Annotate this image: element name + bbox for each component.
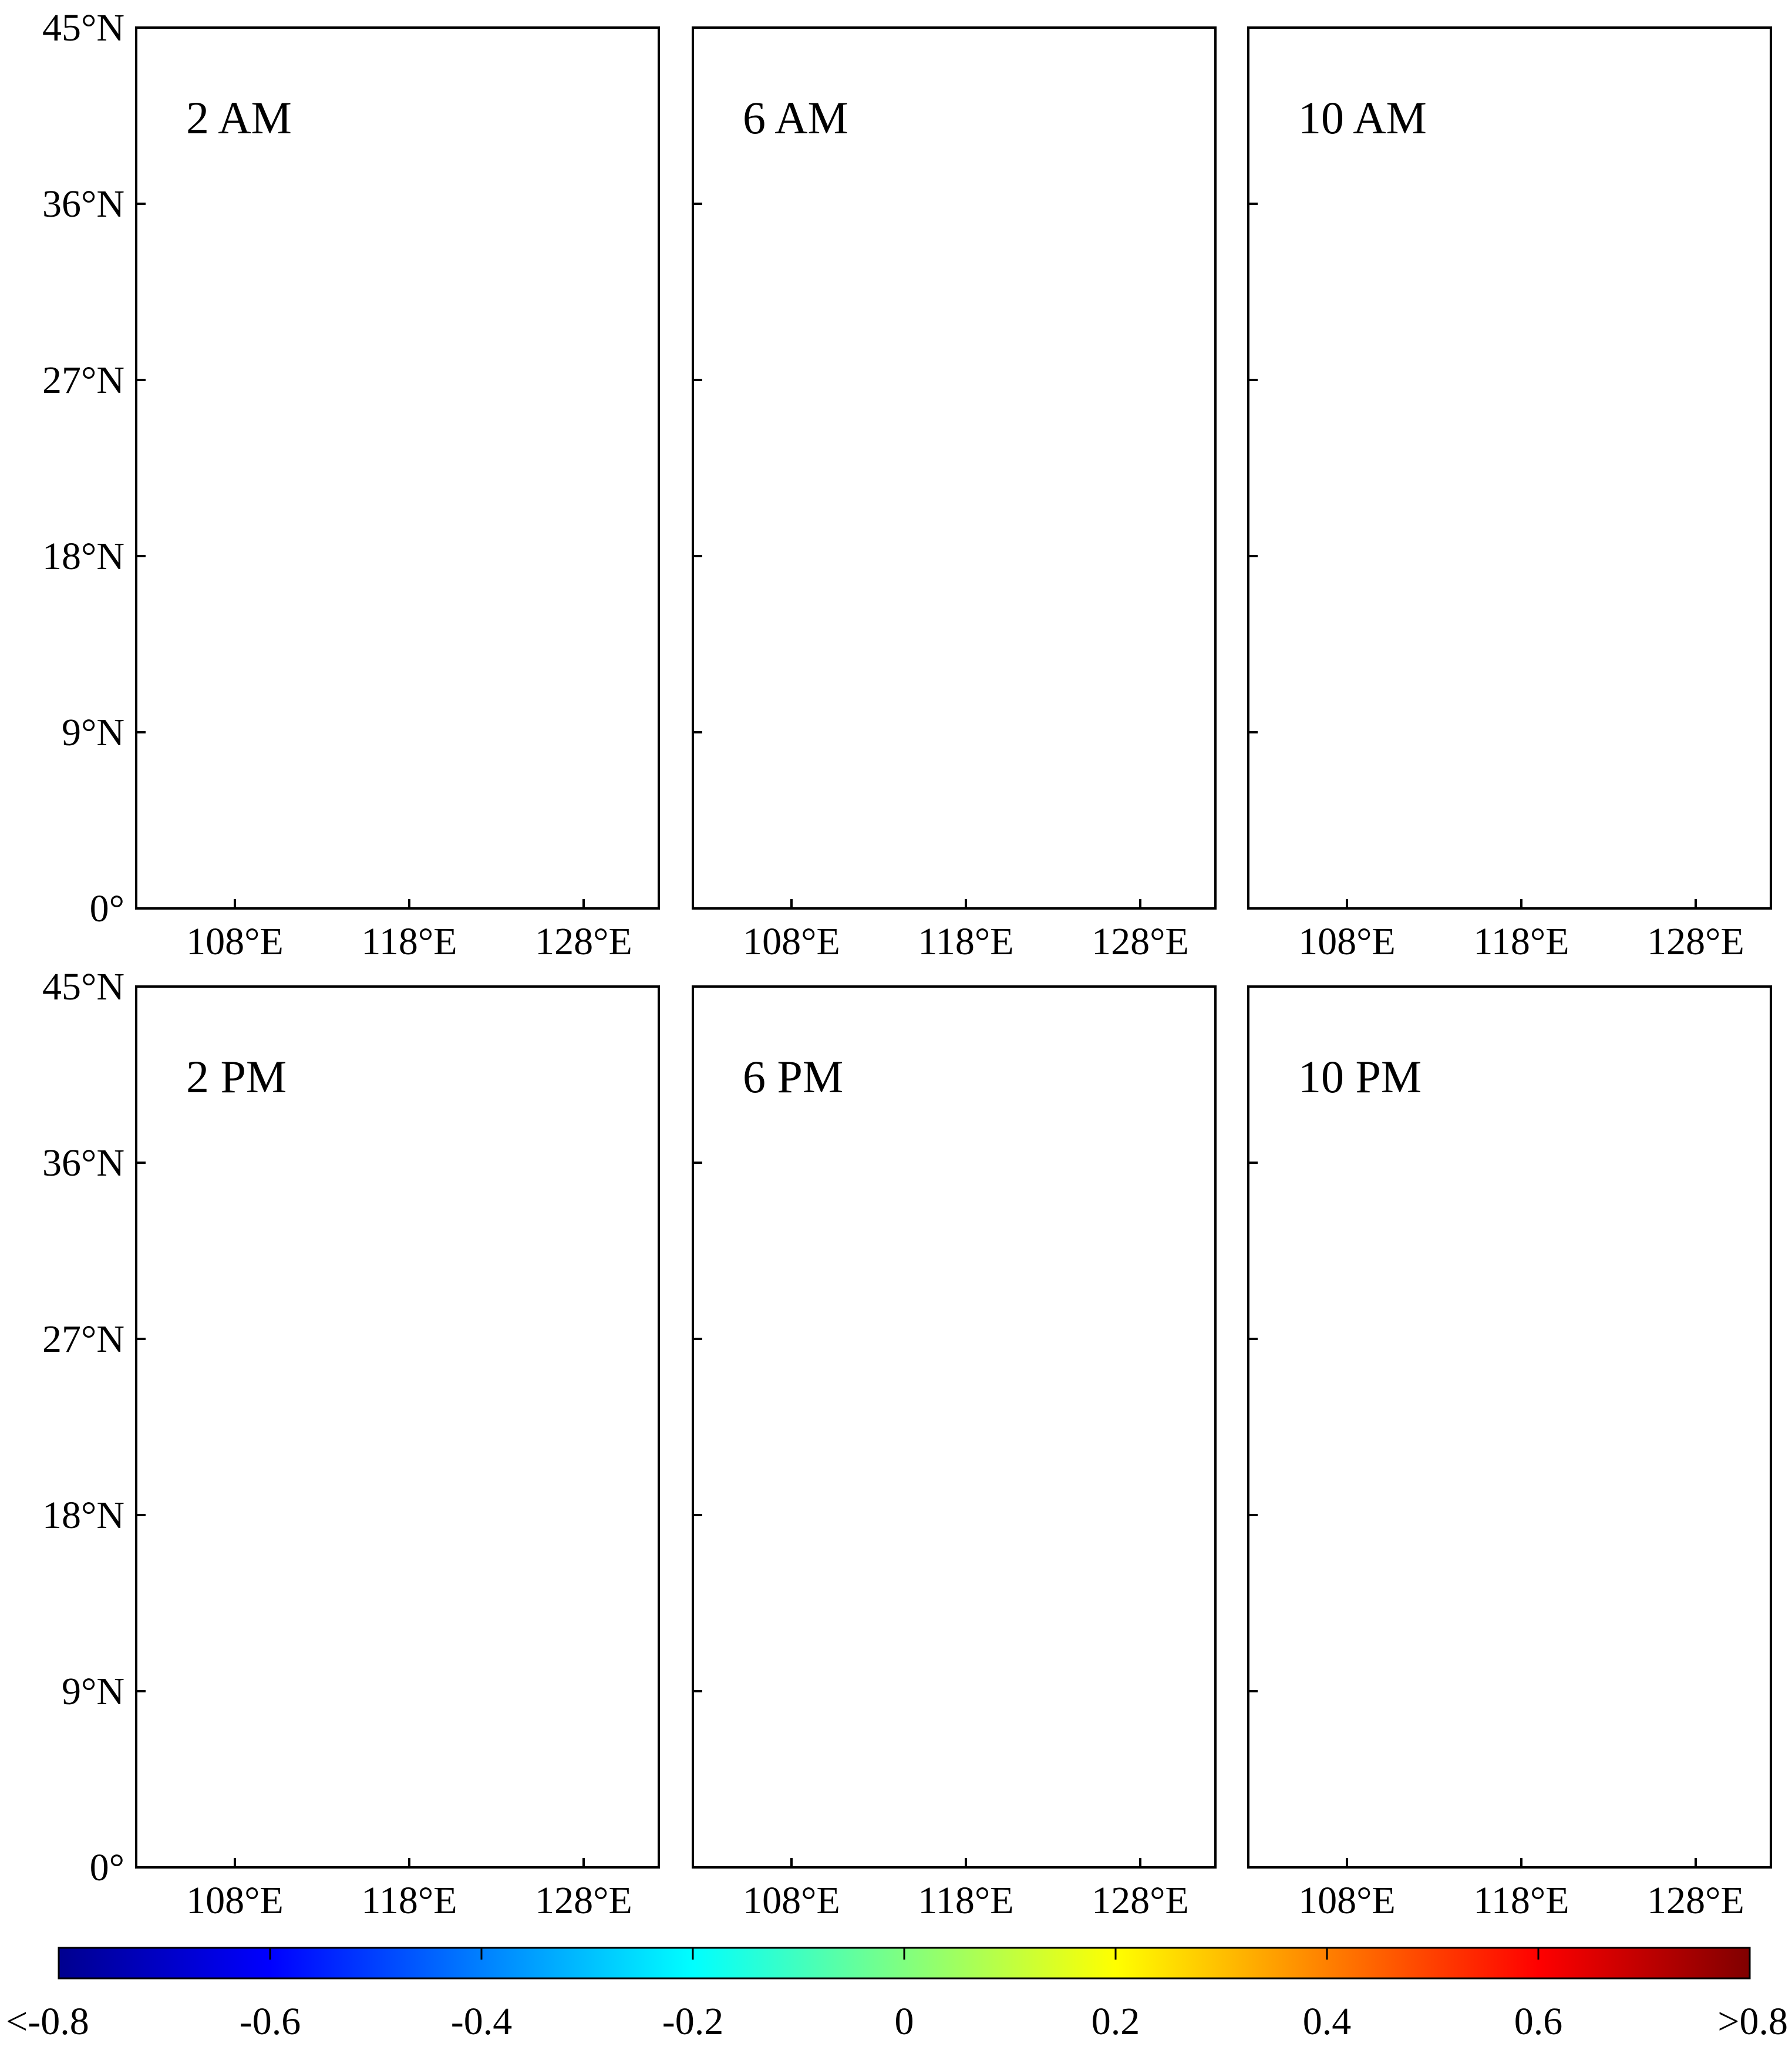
- colorbar-tick-label: -0.2: [662, 2000, 723, 2043]
- map-panel-2-pm: 2 PM 45°N 36°N 27°N 18°N 9°N 0° 108°E 118°E 128°E: [42, 965, 660, 1922]
- longitude-tick-label: 108°E: [1298, 1879, 1396, 1922]
- map-panel-6-am: 6 AM 108°E 118°E 128°E: [692, 26, 1217, 963]
- longitude-tick-label: 118°E: [918, 1879, 1013, 1922]
- latitude-tick-label: 18°N: [42, 1494, 124, 1537]
- map-panel-10-pm: 10 PM 108°E 118°E 128°E: [1247, 985, 1772, 1922]
- longitude-tick-label: 108°E: [743, 920, 840, 963]
- map-panel-2-am: 2 AM 45°N 36°N 27°N 18°N 9°N 0° 108°E 118°E 128°E: [42, 6, 660, 963]
- longitude-tick-label: 108°E: [186, 920, 284, 963]
- longitude-tick-label: 108°E: [743, 1879, 840, 1922]
- panel-frame: [692, 985, 1217, 1869]
- longitude-tick-label: 128°E: [1647, 1879, 1744, 1922]
- latitude-tick-label: 27°N: [42, 359, 124, 402]
- panel-time-label: 10 AM: [1298, 92, 1427, 143]
- latitude-tick-label: 27°N: [42, 1318, 124, 1361]
- longitude-tick-label: 118°E: [1473, 1879, 1569, 1922]
- colorbar-tick-label: 0.2: [1092, 2000, 1140, 2043]
- panel-frame: [692, 26, 1217, 910]
- longitude-tick-label: 128°E: [1647, 920, 1744, 963]
- colorbar-tick-label: 0.4: [1303, 2000, 1352, 2043]
- colorbar-tick-label: <-0.8: [6, 2000, 89, 2043]
- longitude-tick-label: 128°E: [1092, 1879, 1189, 1922]
- longitude-tick-label: 128°E: [535, 920, 632, 963]
- panel-frame: [1247, 26, 1772, 910]
- colorbar-tick-label: >0.8: [1717, 2000, 1788, 2043]
- colorbar-tick-label: 0.6: [1514, 2000, 1563, 2043]
- panel-time-label: 2 PM: [186, 1051, 287, 1102]
- panel-frame: [135, 985, 660, 1869]
- longitude-tick-label: 118°E: [918, 920, 1013, 963]
- panel-time-label: 10 PM: [1298, 1051, 1422, 1102]
- colorbar-tick-label: -0.6: [240, 2000, 301, 2043]
- latitude-tick-label: 36°N: [42, 183, 124, 225]
- longitude-tick-label: 118°E: [361, 1879, 457, 1922]
- latitude-tick-label: 9°N: [62, 1670, 124, 1713]
- longitude-tick-label: 118°E: [361, 920, 457, 963]
- latitude-tick-label: 9°N: [62, 711, 124, 754]
- latitude-tick-label: 18°N: [42, 535, 124, 578]
- colorbar: <-0.8 -0.6 -0.4 -0.2 0 0.2 0.4 0.6 >0.8: [6, 1947, 1788, 2043]
- map-panel-6-pm: 6 PM 108°E 118°E 128°E: [692, 985, 1217, 1922]
- colorbar-tick-label: 0: [895, 2000, 914, 2043]
- longitude-tick-label: 118°E: [1473, 920, 1569, 963]
- latitude-tick-label: 36°N: [42, 1142, 124, 1184]
- longitude-tick-label: 128°E: [535, 1879, 632, 1922]
- panel-frame: [135, 26, 660, 910]
- longitude-tick-label: 128°E: [1092, 920, 1189, 963]
- latitude-tick-label: 0°: [90, 1846, 124, 1889]
- panel-frame: [1247, 985, 1772, 1869]
- panel-time-label: 2 AM: [186, 92, 292, 143]
- colorbar-tick-label: -0.4: [451, 2000, 512, 2043]
- longitude-tick-label: 108°E: [186, 1879, 284, 1922]
- panel-time-label: 6 AM: [743, 92, 848, 143]
- map-panel-10-am: 10 AM 108°E 118°E 128°E: [1247, 26, 1772, 963]
- panel-time-label: 6 PM: [743, 1051, 843, 1102]
- latitude-tick-label: 0°: [90, 887, 124, 930]
- latitude-tick-label: 45°N: [42, 965, 124, 1008]
- latitude-tick-label: 45°N: [42, 6, 124, 49]
- longitude-tick-label: 108°E: [1298, 920, 1396, 963]
